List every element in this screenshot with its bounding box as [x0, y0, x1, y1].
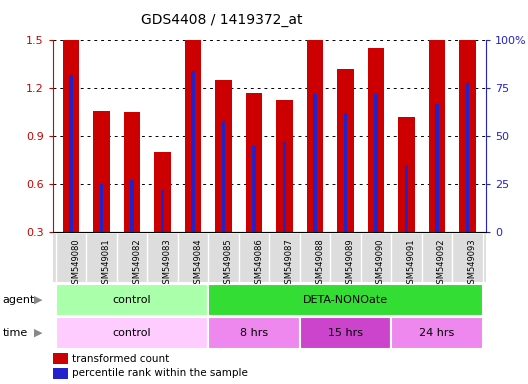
Text: 8 hrs: 8 hrs: [240, 328, 268, 338]
Bar: [337, 117, 354, 280]
Bar: [337, 69, 354, 232]
Bar: [459, 40, 476, 280]
Bar: [154, 200, 171, 280]
Bar: [53, 353, 69, 364]
Bar: [313, 94, 317, 232]
Text: GSM549092: GSM549092: [437, 238, 446, 289]
Bar: [246, 93, 262, 232]
Bar: [69, 75, 73, 232]
Bar: [429, 39, 445, 232]
Text: GSM549083: GSM549083: [163, 238, 172, 289]
Text: percentile rank within the sample: percentile rank within the sample: [72, 368, 248, 378]
Bar: [53, 368, 69, 379]
Text: control: control: [113, 328, 152, 338]
Bar: [93, 159, 110, 280]
Bar: [282, 142, 286, 232]
Bar: [398, 165, 415, 280]
Bar: [398, 117, 415, 232]
Bar: [344, 113, 347, 232]
Text: agent: agent: [3, 295, 35, 305]
Text: GSM549081: GSM549081: [101, 238, 110, 289]
Bar: [63, 3, 80, 232]
Bar: [307, 85, 323, 280]
Bar: [154, 152, 171, 232]
Bar: [459, 0, 476, 232]
Bar: [215, 128, 232, 280]
Text: time: time: [3, 328, 28, 338]
Text: GSM549089: GSM549089: [345, 238, 354, 289]
Text: GSM549087: GSM549087: [285, 238, 294, 289]
Text: GSM549080: GSM549080: [71, 238, 80, 289]
Bar: [276, 147, 293, 280]
Bar: [185, 40, 202, 280]
Text: 24 hrs: 24 hrs: [419, 328, 455, 338]
Text: GSM549086: GSM549086: [254, 238, 263, 289]
Bar: [367, 48, 384, 232]
Bar: [124, 161, 140, 280]
Bar: [429, 87, 445, 280]
Bar: [161, 190, 164, 232]
Bar: [63, 51, 80, 280]
Bar: [435, 104, 439, 232]
Bar: [191, 71, 195, 232]
Bar: [246, 141, 262, 280]
Bar: [56, 317, 209, 349]
Bar: [374, 94, 378, 232]
Bar: [307, 37, 323, 232]
Text: transformed count: transformed count: [72, 354, 169, 364]
Text: GSM549090: GSM549090: [376, 238, 385, 289]
Bar: [56, 284, 209, 316]
Text: control: control: [113, 295, 152, 305]
Text: GSM549082: GSM549082: [132, 238, 141, 289]
Bar: [404, 165, 408, 232]
Text: GDS4408 / 1419372_at: GDS4408 / 1419372_at: [141, 13, 303, 27]
Text: ▶: ▶: [34, 328, 42, 338]
Text: GSM549084: GSM549084: [193, 238, 202, 289]
Bar: [222, 121, 225, 232]
Bar: [185, 0, 202, 232]
Bar: [276, 99, 293, 232]
Text: DETA-NONOate: DETA-NONOate: [303, 295, 388, 305]
Text: GSM549091: GSM549091: [407, 238, 416, 289]
Bar: [391, 317, 483, 349]
Text: GSM549085: GSM549085: [223, 238, 232, 289]
Bar: [130, 180, 134, 232]
Bar: [300, 317, 391, 349]
Bar: [466, 83, 469, 232]
Text: 15 hrs: 15 hrs: [328, 328, 363, 338]
Text: GSM549088: GSM549088: [315, 238, 324, 289]
Bar: [209, 317, 300, 349]
Bar: [100, 184, 103, 232]
Bar: [367, 96, 384, 280]
Text: ▶: ▶: [34, 295, 42, 305]
Bar: [93, 111, 110, 232]
Bar: [215, 80, 232, 232]
Bar: [124, 112, 140, 232]
Bar: [209, 284, 483, 316]
Text: GSM549093: GSM549093: [467, 238, 476, 289]
Bar: [252, 146, 256, 232]
